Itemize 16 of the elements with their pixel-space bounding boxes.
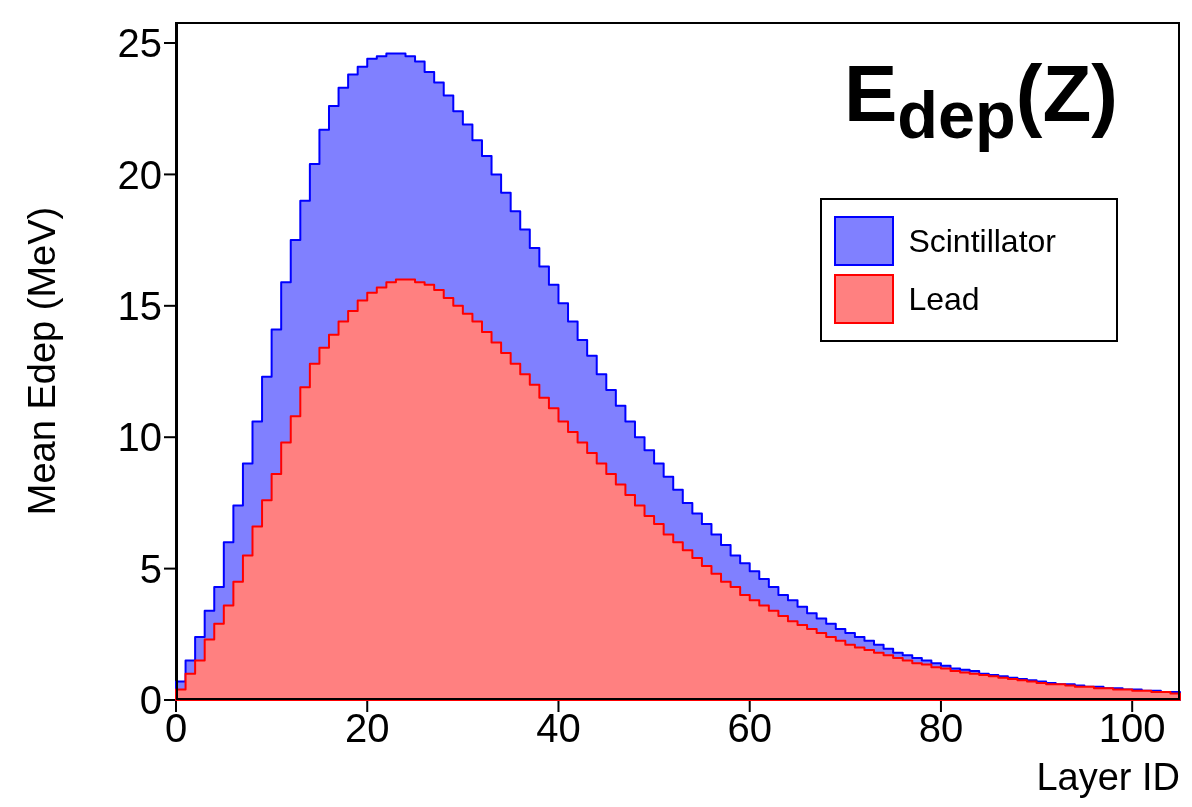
y-tick-label: 5 xyxy=(139,546,162,591)
x-tick-label: 60 xyxy=(727,706,772,751)
x-axis-title: Layer ID xyxy=(1036,755,1180,800)
chart-title: E$_{dep}$(Z) xyxy=(843,48,1118,153)
legend-label: Scintillator xyxy=(907,221,1056,261)
y-tick-label: 25 xyxy=(117,21,162,66)
x-tick-label: 80 xyxy=(918,706,964,751)
x-tick-label: 100 xyxy=(1098,706,1166,751)
y-tick-label: 0 xyxy=(139,678,162,723)
y-tick-label: 15 xyxy=(117,284,162,329)
y-tick-label: 20 xyxy=(117,152,162,197)
x-tick-label: 40 xyxy=(536,706,581,751)
legend-label: Lead xyxy=(907,279,981,319)
x-tick-label: 20 xyxy=(344,706,390,751)
y-tick-label: 10 xyxy=(117,415,162,460)
y-axis-title: Mean Edep (MeV) xyxy=(21,206,64,516)
